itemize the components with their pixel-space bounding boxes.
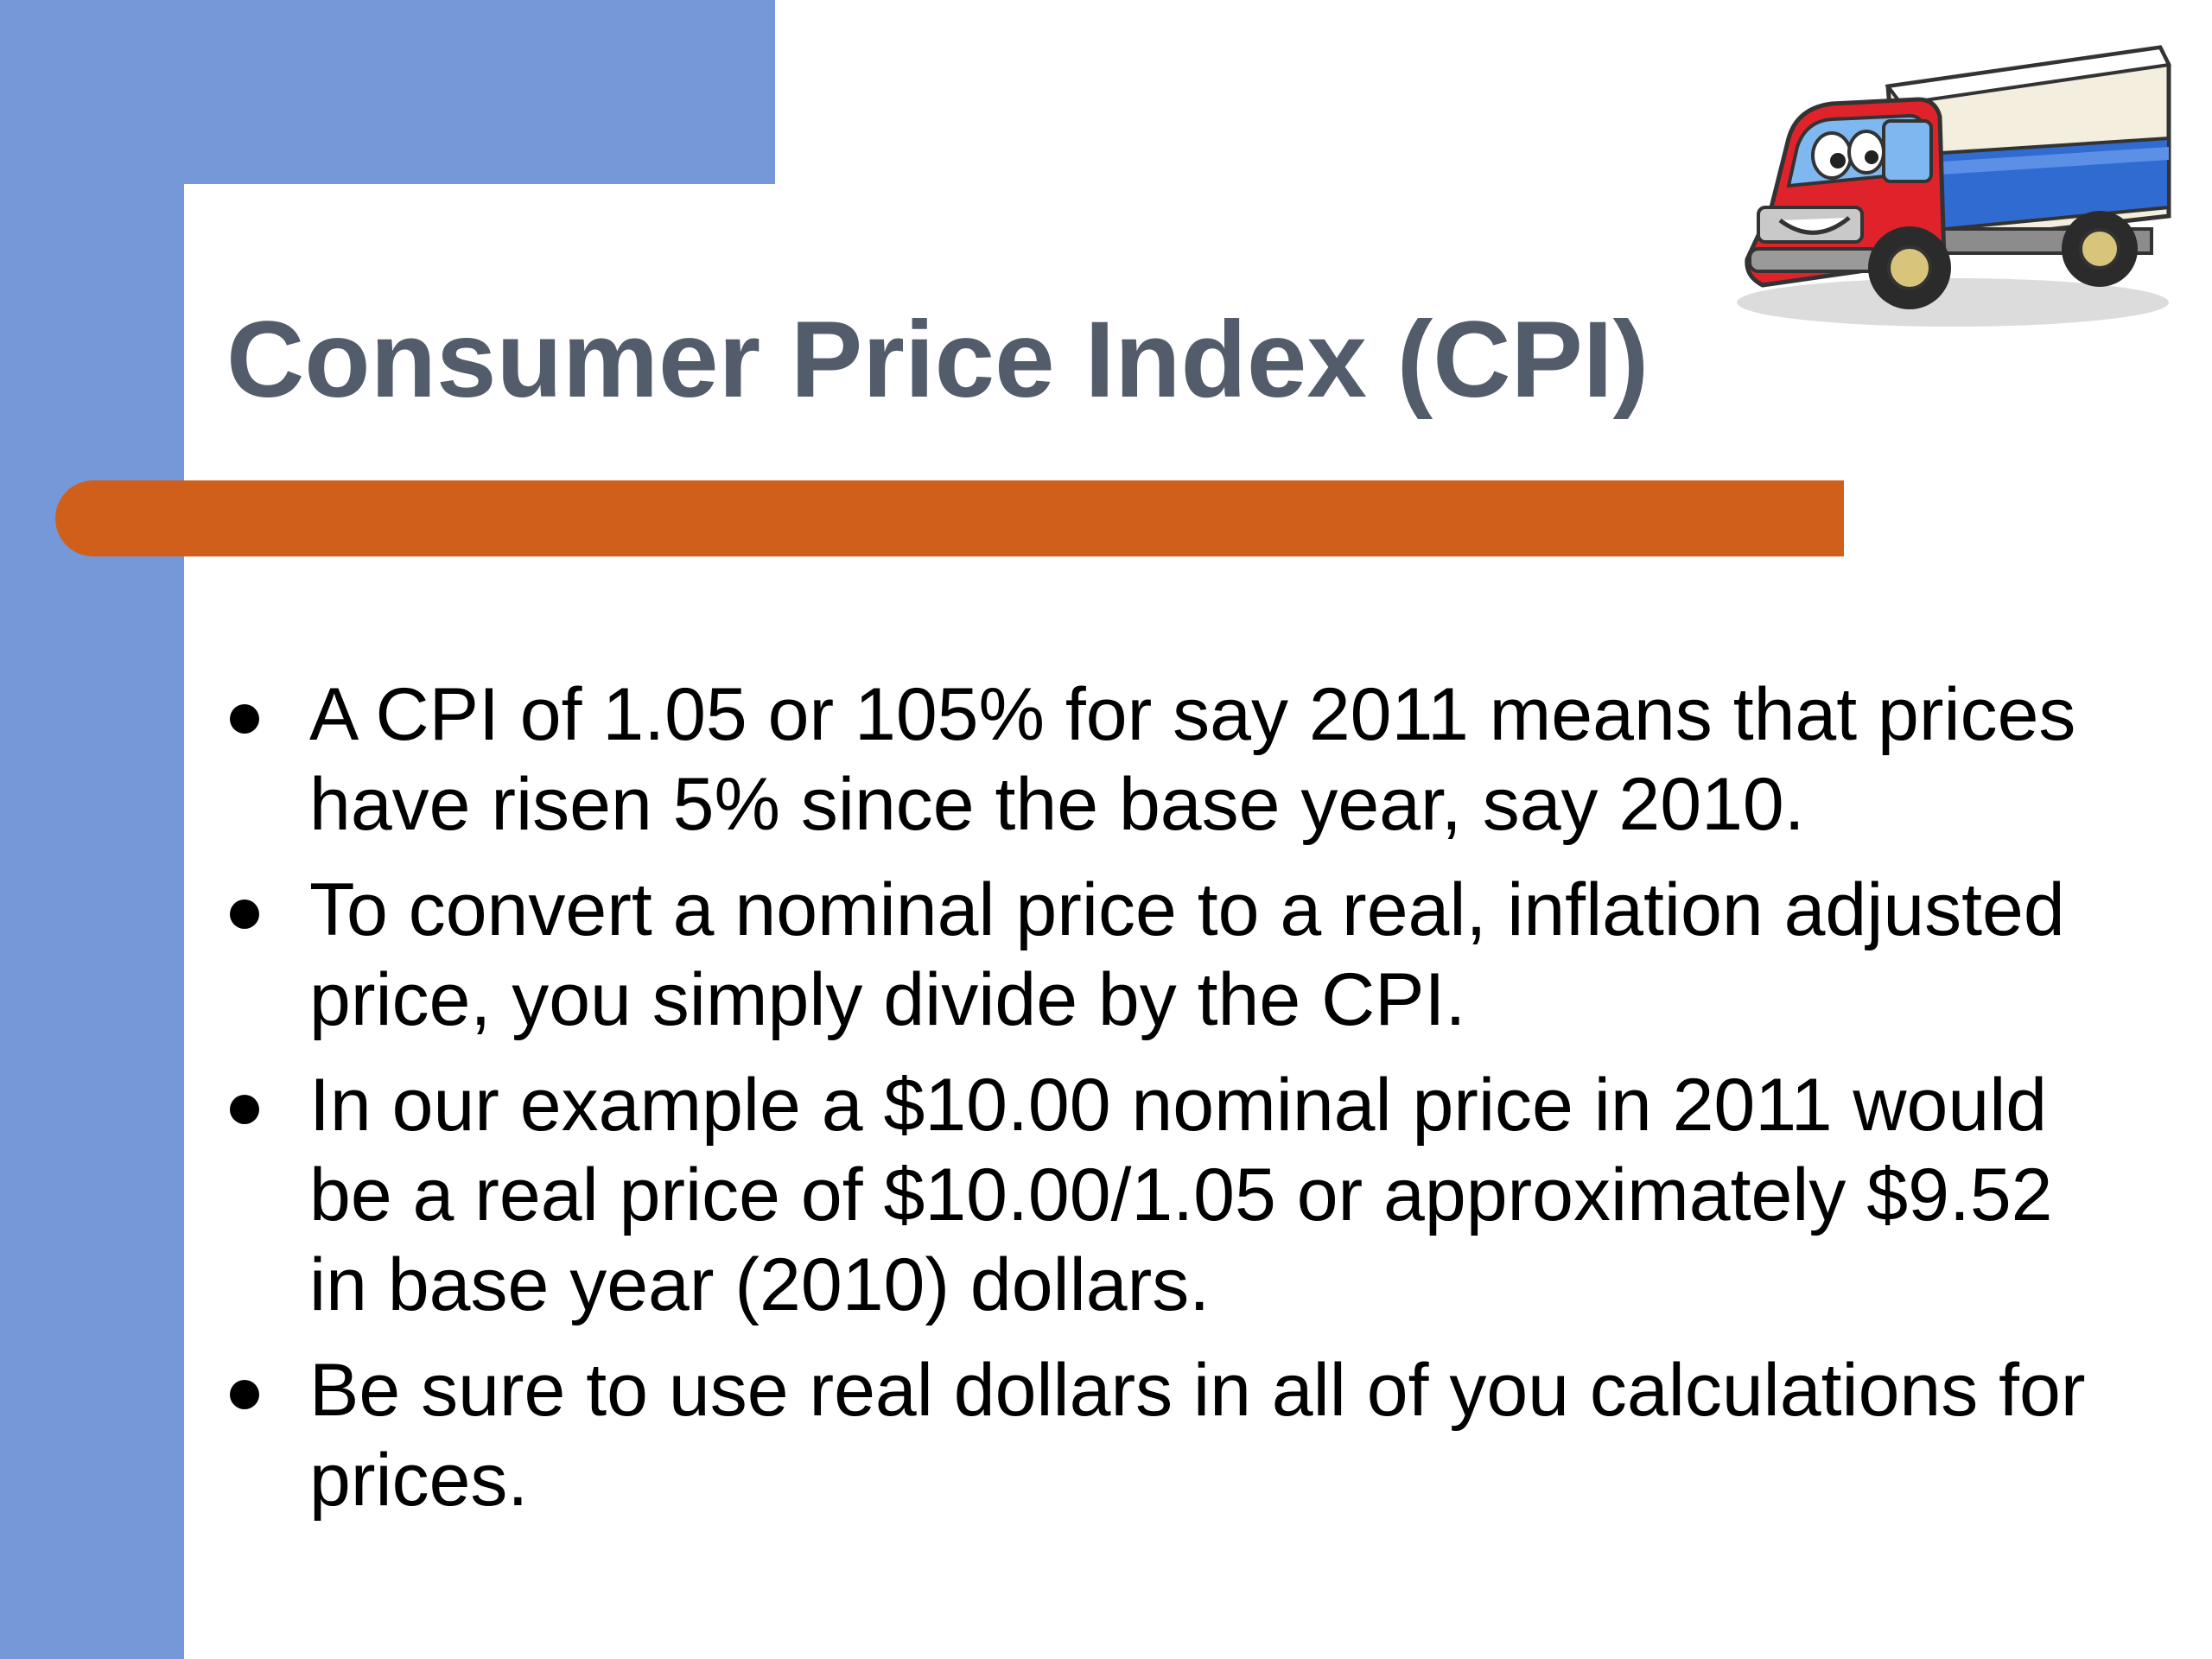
accent-bar [55,480,1844,556]
slide-title: Consumer Price Index (CPI) [226,300,1649,420]
bullet-item: To convert a nominal price to a real, in… [226,865,2110,1045]
bullet-text: In our example a $10.00 nominal price in… [309,1064,2053,1326]
bullet-dot-icon [230,1380,259,1409]
content-panel [184,184,2212,1659]
bullet-item: In our example a $10.00 nominal price in… [226,1060,2110,1330]
bullet-list: A CPI of 1.05 or 105% for say 2011 means… [226,670,2110,1541]
bullet-dot-icon [230,704,259,734]
bullet-dot-icon [230,1095,259,1124]
bullet-text: A CPI of 1.05 or 105% for say 2011 means… [309,673,2076,846]
cartoon-truck-icon [1737,45,2172,327]
bullet-item: Be sure to use real dollars in all of yo… [226,1345,2110,1525]
bullet-text: Be sure to use real dollars in all of yo… [309,1349,2086,1522]
bullet-text: To convert a nominal price to a real, in… [309,868,2065,1041]
bullet-dot-icon [230,899,259,929]
blue-band-left [0,0,184,1659]
blue-band-top [0,0,775,184]
bullet-item: A CPI of 1.05 or 105% for say 2011 means… [226,670,2110,849]
